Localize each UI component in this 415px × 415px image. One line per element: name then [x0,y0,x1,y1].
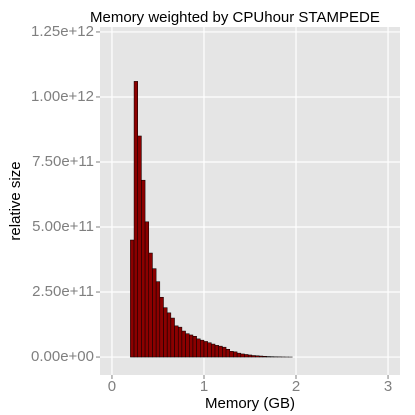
bar [155,281,161,358]
bar [130,239,135,358]
x-tick-label: 0 [108,378,116,395]
y-tick-label: 7.50e+11 [32,153,94,170]
y-tick-label: 0.00e+00 [31,348,94,365]
bar [218,345,223,358]
bar [247,354,253,358]
y-tick-label: 2.50e+11 [32,283,94,300]
chart-title: Memory weighted by CPUhour STAMPEDE [90,9,380,26]
bar [174,325,179,358]
bar [181,330,186,358]
bar [159,296,164,358]
x-axis-label: Memory (GB) [205,395,295,412]
bar [214,345,219,358]
bar [251,355,256,358]
bar [207,342,212,358]
y-tick-label: 5.00e+11 [32,218,94,235]
bar [255,355,260,358]
x-tick-label: 2 [292,378,300,395]
bar [148,252,153,358]
bar [236,352,242,358]
bar [240,353,245,358]
bar [133,81,138,358]
bar [137,135,142,358]
bar [200,339,205,358]
bar [258,355,264,358]
bar [225,349,231,358]
bar [170,317,175,358]
y-tick-label: 1.25e+12 [31,23,94,40]
bar [262,356,267,358]
bar [211,343,216,358]
bar [196,338,201,358]
bar [266,356,271,358]
bar [166,312,172,358]
bar [244,354,249,358]
bar [177,326,183,358]
bar [222,346,227,358]
bar [141,179,146,358]
bar [192,335,197,358]
bar [144,221,150,358]
bar [203,341,208,358]
bar [163,307,168,358]
bar [185,333,190,358]
bar [152,268,157,358]
bar [229,351,234,358]
y-axis-label: relative size [7,161,24,240]
x-tick-label: 3 [384,378,392,395]
bar [189,334,194,358]
bar [233,351,238,358]
y-tick-label: 1.00e+12 [31,88,94,105]
x-tick-label: 1 [200,378,208,395]
